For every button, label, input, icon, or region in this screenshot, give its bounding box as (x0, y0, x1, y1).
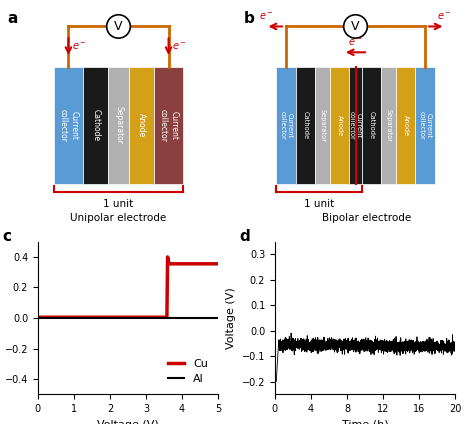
Cu (165, 254, 171, 259)
Text: Anode: Anode (137, 113, 146, 137)
Text: 1 unit: 1 unit (103, 200, 134, 209)
Legend: Cu, Al: Cu, Al (163, 354, 212, 389)
Bar (362, 67, 381, 184)
Text: Unipolar electrode: Unipolar electrode (70, 213, 167, 223)
Text: c: c (2, 229, 11, 245)
Bar (415, 67, 435, 184)
Cu (215, 261, 221, 266)
Cu (164, 315, 170, 320)
Text: V: V (351, 20, 360, 33)
Text: $e^-$: $e^-$ (259, 11, 274, 22)
Text: Cathode: Cathode (91, 109, 100, 141)
Y-axis label: Current
(mA cm$^{-2}$): Current (mA cm$^{-2}$) (0, 288, 3, 348)
Text: Bipolar electrode: Bipolar electrode (322, 213, 411, 223)
Text: Current
collector: Current collector (419, 111, 431, 140)
Text: Cathode: Cathode (302, 111, 309, 139)
Text: Anode: Anode (402, 115, 409, 136)
Text: a: a (7, 11, 18, 26)
Cu (166, 261, 172, 266)
Text: Separator: Separator (114, 106, 123, 144)
Circle shape (107, 15, 130, 38)
Y-axis label: Voltage (V): Voltage (V) (226, 287, 236, 349)
Text: d: d (239, 229, 250, 245)
Text: $e^-$: $e^-$ (172, 41, 187, 52)
Text: $e^-$: $e^-$ (72, 41, 87, 52)
Bar (154, 67, 183, 184)
Text: V: V (114, 20, 123, 33)
Text: Current
collector: Current collector (349, 111, 362, 140)
Bar (129, 67, 154, 184)
Circle shape (344, 15, 367, 38)
Text: Separator: Separator (319, 109, 326, 142)
Text: Current
collector: Current collector (59, 109, 78, 142)
Text: Current
collector: Current collector (159, 109, 178, 142)
Bar (315, 67, 330, 184)
Line: Cu: Cu (38, 257, 218, 317)
Bar (349, 67, 362, 184)
Bar (108, 67, 129, 184)
Bar (396, 67, 415, 184)
Text: 1 unit: 1 unit (304, 200, 334, 209)
Text: $e^-$: $e^-$ (437, 11, 452, 22)
Text: Cathode: Cathode (368, 111, 374, 139)
Bar (54, 67, 83, 184)
Bar (296, 67, 315, 184)
Bar (381, 67, 396, 184)
X-axis label: Voltage (V): Voltage (V) (97, 420, 159, 424)
Bar (276, 67, 296, 184)
Text: Anode: Anode (337, 115, 343, 136)
Text: b: b (244, 11, 255, 26)
Bar (330, 67, 349, 184)
Text: Separator: Separator (385, 109, 392, 142)
X-axis label: Time (h): Time (h) (342, 420, 388, 424)
Bar (83, 67, 108, 184)
Text: Current
collector: Current collector (280, 111, 292, 140)
Cu (35, 315, 41, 320)
Text: $e^-$: $e^-$ (348, 36, 363, 47)
